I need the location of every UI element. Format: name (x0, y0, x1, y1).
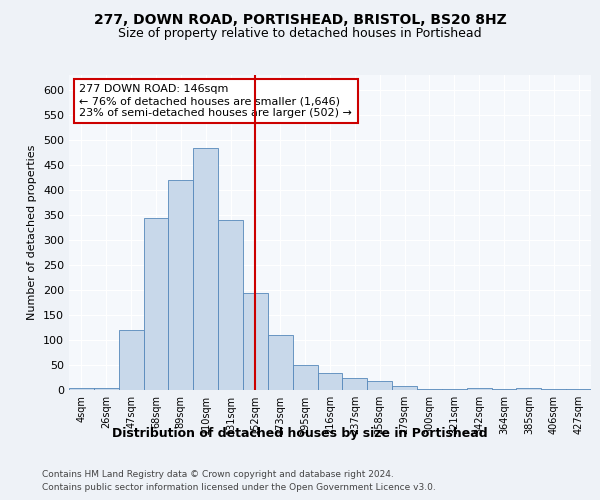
Bar (143, 218, 169, 390)
Bar (491, 388, 517, 390)
Text: 277, DOWN ROAD, PORTISHEAD, BRISTOL, BS20 8HZ: 277, DOWN ROAD, PORTISHEAD, BRISTOL, BS2… (94, 12, 506, 26)
Text: Size of property relative to detached houses in Portishead: Size of property relative to detached ho… (118, 28, 482, 40)
Bar (268, 335, 293, 390)
Text: 277 DOWN ROAD: 146sqm
← 76% of detached houses are smaller (1,646)
23% of semi-d: 277 DOWN ROAD: 146sqm ← 76% of detached … (79, 84, 352, 117)
Bar (367, 381, 392, 390)
Bar (94, 388, 119, 390)
Bar (392, 386, 417, 390)
Y-axis label: Number of detached properties: Number of detached properties (28, 145, 37, 320)
Bar (243, 292, 268, 390)
Text: Contains HM Land Registry data © Crown copyright and database right 2024.: Contains HM Land Registry data © Crown c… (42, 470, 394, 479)
Bar (517, 388, 541, 390)
Bar (467, 388, 491, 390)
Text: Contains public sector information licensed under the Open Government Licence v3: Contains public sector information licen… (42, 482, 436, 492)
Bar (293, 365, 317, 390)
Bar (317, 372, 343, 390)
Bar (541, 388, 566, 390)
Bar (119, 330, 143, 390)
Bar (417, 388, 442, 390)
Bar (218, 220, 243, 390)
Bar (169, 180, 193, 390)
Bar (343, 378, 367, 390)
Bar (566, 388, 591, 390)
Bar (442, 388, 467, 390)
Bar (69, 388, 94, 390)
Text: Distribution of detached houses by size in Portishead: Distribution of detached houses by size … (112, 428, 488, 440)
Bar (193, 148, 218, 390)
